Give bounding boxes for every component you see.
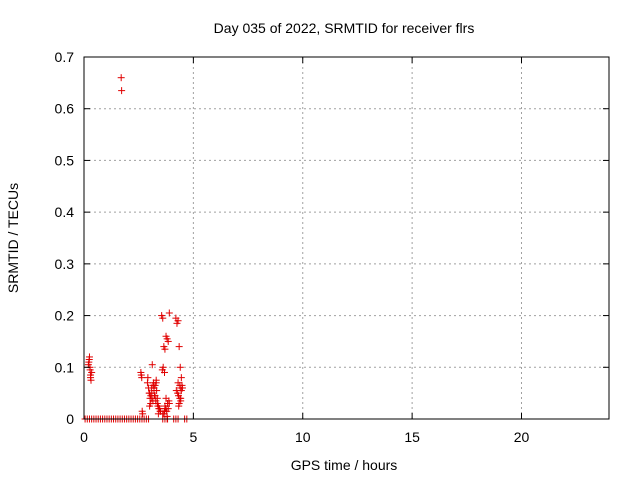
- data-points: [81, 74, 191, 423]
- x-tick-label: 0: [80, 429, 88, 445]
- data-point: [176, 381, 184, 389]
- data-point: [146, 394, 154, 402]
- y-tick-label: 0.5: [55, 152, 75, 168]
- y-tick-labels: 0 0.1 0.2 0.3 0.4 0.5 0.6 0.7: [55, 49, 75, 427]
- x-tick-label: 5: [189, 429, 197, 445]
- y-tick-label: 0.7: [55, 49, 75, 65]
- data-point: [165, 309, 173, 317]
- data-point: [150, 384, 158, 392]
- data-point: [153, 394, 161, 402]
- data-point: [177, 394, 185, 402]
- y-tick-label: 0: [66, 411, 74, 427]
- x-axis-label: GPS time / hours: [291, 457, 398, 473]
- data-point: [118, 87, 126, 95]
- data-point: [175, 402, 183, 410]
- data-point: [87, 374, 95, 382]
- data-point: [159, 363, 167, 371]
- data-point: [177, 374, 185, 382]
- x-tick-label: 15: [404, 429, 420, 445]
- x-tick-labels: 0 5 10 15 20: [80, 429, 529, 445]
- data-point: [161, 368, 168, 376]
- data-point: [175, 343, 183, 351]
- y-tick-label: 0.1: [55, 359, 75, 375]
- data-point: [176, 363, 184, 371]
- data-point: [146, 402, 154, 410]
- grid: [84, 57, 609, 419]
- y-tick-label: 0.6: [55, 101, 75, 117]
- x-tick-label: 20: [514, 429, 530, 445]
- data-point: [88, 368, 96, 376]
- data-point: [148, 389, 156, 397]
- data-point: [162, 394, 170, 402]
- data-point: [177, 387, 185, 395]
- data-point: [144, 374, 152, 382]
- x-tick-label: 10: [295, 429, 311, 445]
- data-point: [138, 374, 146, 382]
- data-point: [165, 399, 173, 407]
- data-point: [152, 379, 160, 387]
- axis-ticks: [83, 56, 609, 420]
- chart-title: Day 035 of 2022, SRMTID for receiver flr…: [214, 20, 475, 36]
- data-point: [85, 356, 93, 364]
- y-axis-label: SRMTID / TECUs: [5, 183, 21, 293]
- y-tick-label: 0.3: [55, 256, 75, 272]
- data-point: [161, 345, 169, 353]
- plot-frame: [83, 56, 610, 420]
- data-point: [174, 317, 182, 325]
- data-point: [159, 314, 167, 322]
- data-point: [117, 74, 125, 82]
- data-point: [148, 361, 156, 369]
- data-point: [164, 337, 172, 345]
- data-point: [139, 410, 147, 418]
- y-tick-label: 0.2: [55, 308, 75, 324]
- data-point: [162, 405, 170, 413]
- y-tick-label: 0.4: [55, 204, 75, 220]
